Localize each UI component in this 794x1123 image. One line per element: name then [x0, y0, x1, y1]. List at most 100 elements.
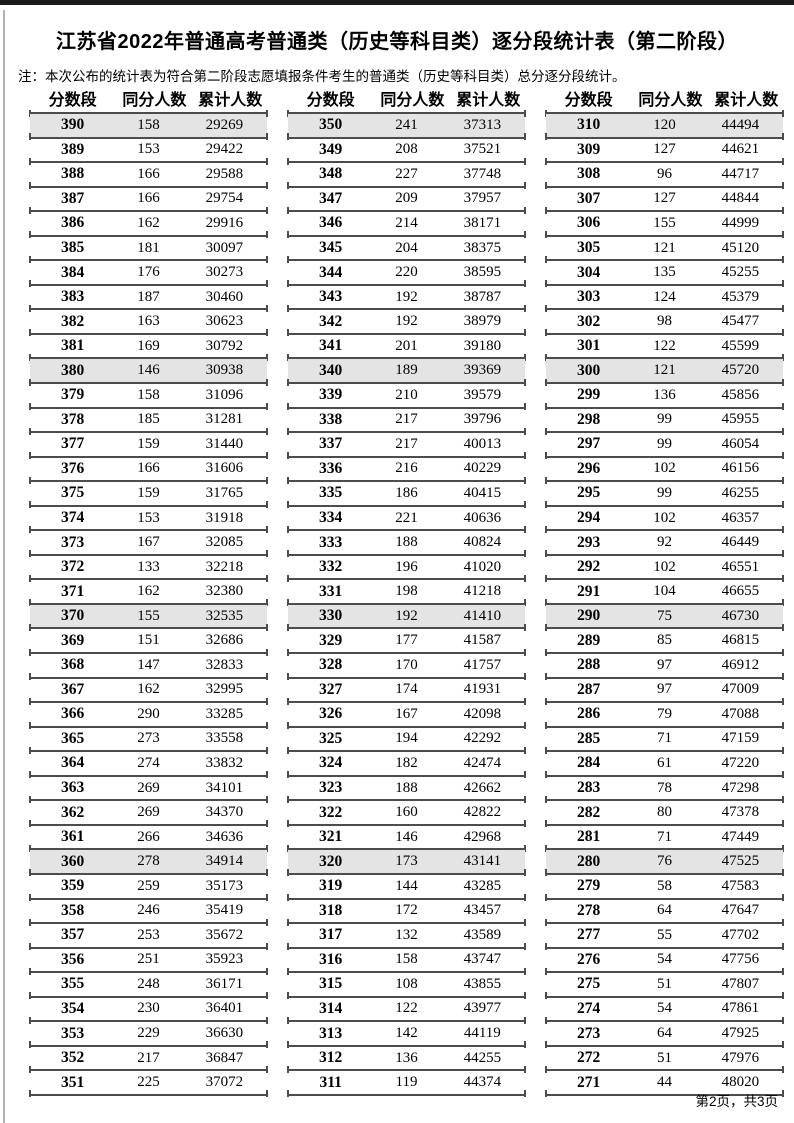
score-cell: 291 [577, 582, 601, 600]
cumulative-count-cell: 32218 [205, 558, 244, 575]
cumulative-count-cell: 42822 [463, 804, 502, 821]
cumulative-count-cell: 36171 [205, 975, 244, 992]
table-row: 350 241 37313 [287, 114, 526, 140]
same-score-count-cell: 158 [137, 386, 160, 403]
same-score-count-cell: 194 [395, 730, 418, 747]
table-row: 282 80 47378 [545, 801, 784, 827]
table-row: 372 133 32218 [29, 556, 268, 582]
cumulative-count-cell: 37748 [463, 165, 502, 182]
cumulative-count-cell: 44374 [463, 1074, 502, 1091]
score-cell: 316 [319, 950, 343, 968]
cumulative-count-cell: 35419 [205, 902, 244, 919]
table-row: 314 122 43977 [287, 998, 526, 1024]
score-cell: 357 [61, 926, 85, 944]
same-score-count-cell: 122 [653, 337, 676, 354]
same-score-count-cell: 160 [395, 804, 418, 821]
table-header: 分数段 同分人数 累计人数 [288, 84, 525, 112]
score-cell: 273 [577, 1024, 601, 1042]
same-score-count-cell: 153 [137, 509, 160, 526]
score-cell: 356 [61, 950, 85, 968]
table-row: 377 159 31440 [29, 433, 268, 459]
score-table: 310 120 44494 309 127 44621 308 96 44717 307 127 44… [545, 109, 784, 1097]
score-cell: 319 [319, 877, 343, 895]
cumulative-count-cell: 30460 [205, 288, 244, 305]
table-row: 326 167 42098 [287, 703, 526, 729]
cumulative-count-cell: 44621 [721, 141, 760, 158]
cumulative-count-cell: 46156 [721, 460, 760, 477]
cumulative-count-cell: 37072 [205, 1074, 244, 1091]
table-row: 381 169 30792 [29, 335, 268, 361]
score-cell: 301 [577, 337, 601, 355]
same-score-count-cell: 196 [395, 558, 418, 575]
cumulative-count-cell: 38171 [463, 214, 502, 231]
cumulative-count-cell: 30097 [205, 239, 244, 256]
score-cell: 350 [319, 116, 343, 134]
table-row: 313 142 44119 [287, 1022, 526, 1048]
same-score-count-cell: 170 [395, 656, 418, 673]
table-row: 276 54 47756 [545, 949, 784, 975]
score-cell: 386 [61, 214, 85, 232]
table-row: 348 227 37748 [287, 163, 526, 189]
same-score-count-cell: 147 [137, 656, 160, 673]
table-row: 343 192 38787 [287, 286, 526, 312]
cumulative-count-cell: 47807 [721, 975, 760, 992]
score-cell: 334 [319, 509, 343, 527]
cumulative-count-cell: 35923 [205, 951, 244, 968]
table-row: 278 64 47647 [545, 900, 784, 926]
same-score-count-cell: 225 [137, 1074, 160, 1091]
cumulative-count-cell: 43285 [463, 877, 502, 894]
same-score-count-cell: 166 [137, 190, 160, 207]
header-score-range: 分数段 [564, 92, 613, 109]
same-score-count-cell: 44 [656, 1074, 672, 1091]
cumulative-count-cell: 41931 [463, 681, 502, 698]
cumulative-count-cell: 35173 [205, 877, 244, 894]
header-cumulative-count: 累计人数 [456, 92, 521, 109]
cumulative-count-cell: 45856 [721, 386, 760, 403]
cumulative-count-cell: 43457 [463, 902, 502, 919]
same-score-count-cell: 208 [395, 141, 418, 158]
cumulative-count-cell: 45599 [721, 337, 760, 354]
cumulative-count-cell: 42662 [463, 779, 502, 796]
score-table: 390 158 29269 389 153 29422 388 166 29588 387 166 2… [29, 109, 268, 1097]
same-score-count-cell: 158 [395, 951, 418, 968]
same-score-count-cell: 181 [137, 239, 160, 256]
score-cell: 297 [577, 435, 601, 453]
same-score-count-cell: 162 [137, 214, 160, 231]
cumulative-count-cell: 44844 [721, 190, 760, 207]
score-cell: 284 [577, 754, 601, 772]
table-row: 373 167 32085 [29, 531, 268, 557]
score-cell: 360 [61, 852, 85, 870]
cumulative-count-cell: 40415 [463, 484, 502, 501]
score-cell: 369 [61, 631, 85, 649]
same-score-count-cell: 167 [137, 534, 160, 551]
cumulative-count-cell: 31765 [205, 484, 244, 501]
cumulative-count-cell: 31440 [205, 435, 244, 452]
score-cell: 374 [61, 509, 85, 527]
cumulative-count-cell: 41020 [463, 558, 502, 575]
table-row: 344 220 38595 [287, 261, 526, 287]
cumulative-count-cell: 47088 [721, 705, 760, 722]
cumulative-count-cell: 41410 [463, 607, 502, 624]
table-row: 302 98 45477 [545, 310, 784, 336]
cumulative-count-cell: 39180 [463, 337, 502, 354]
score-cell: 271 [577, 1073, 601, 1091]
same-score-count-cell: 54 [656, 951, 672, 968]
cumulative-count-cell: 34101 [205, 779, 244, 796]
cumulative-count-cell: 47647 [721, 902, 760, 919]
same-score-count-cell: 102 [653, 509, 676, 526]
score-cell: 336 [319, 459, 343, 477]
table-row: 281 71 47449 [545, 826, 784, 852]
cumulative-count-cell: 47925 [721, 1025, 760, 1041]
score-cell: 365 [61, 729, 85, 747]
score-cell: 384 [61, 263, 85, 281]
cumulative-count-cell: 29588 [205, 165, 244, 182]
score-cell: 306 [577, 214, 601, 232]
cumulative-count-cell: 38595 [463, 264, 502, 281]
same-score-count-cell: 55 [656, 926, 672, 943]
score-cell: 315 [319, 975, 343, 993]
scan-edge-artifact [0, 0, 794, 5]
cumulative-count-cell: 32995 [205, 681, 244, 698]
score-cell: 353 [61, 1024, 85, 1042]
score-table-column-1: 分数段 同分人数 累计人数 390 158 29269 389 153 29422 388 1… [29, 84, 268, 1097]
cumulative-count-cell: 47009 [721, 681, 760, 698]
